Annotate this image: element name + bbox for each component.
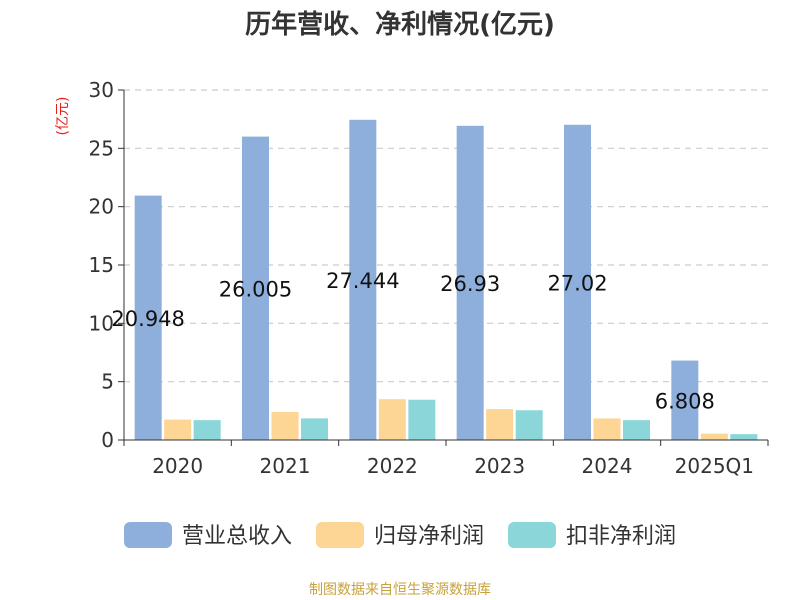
grid — [124, 89, 768, 383]
bar — [564, 124, 591, 441]
y-tick-label: 5 — [101, 370, 114, 394]
source-note: 制图数据来自恒生聚源数据库 — [309, 582, 491, 598]
data-label: 6.808 — [655, 389, 715, 413]
y-tick-label: 0 — [101, 428, 114, 452]
y-tick-label: 10 — [89, 311, 114, 335]
data-label: 20.948 — [111, 307, 184, 331]
axes: 0 5 10 15 20 25 30 2020 2021 2022 2023 2024 2025Q1 — [89, 78, 769, 478]
data-label: 27.444 — [326, 269, 399, 293]
legend: 营业总收入 归母净利润 扣非净利润 — [124, 522, 676, 549]
bar — [271, 412, 299, 440]
bar — [593, 418, 621, 440]
bar — [349, 119, 377, 440]
bar — [486, 409, 514, 440]
x-tick-label: 2020 — [152, 454, 203, 478]
legend-label: 营业总收入 — [182, 524, 292, 549]
bar — [730, 434, 758, 440]
y-tick-label: 30 — [89, 78, 114, 102]
legend-swatch — [508, 522, 556, 548]
legend-swatch — [124, 522, 172, 548]
y-axis-unit: (亿元) — [55, 97, 71, 136]
bar — [378, 399, 406, 440]
y-tick-label: 15 — [89, 253, 114, 277]
bar — [515, 410, 543, 440]
bar — [623, 420, 650, 440]
chart-title: 历年营收、净利情况(亿元) — [245, 9, 555, 40]
legend-label: 扣非净利润 — [566, 524, 676, 549]
bars — [134, 119, 758, 441]
x-tick-label: 2021 — [260, 454, 311, 478]
y-tick-label: 20 — [89, 195, 114, 219]
y-tick-label: 25 — [89, 136, 114, 160]
data-label: 26.005 — [219, 277, 292, 301]
bar — [301, 418, 328, 440]
bar — [134, 195, 162, 440]
x-tick-label: 2023 — [474, 454, 525, 478]
x-tick-label: 2025Q1 — [675, 454, 754, 478]
bar — [193, 420, 221, 440]
bar — [700, 433, 728, 440]
bar — [456, 125, 484, 441]
x-tick-label: 2022 — [367, 454, 418, 478]
legend-label: 归母净利润 — [374, 524, 484, 549]
bar — [164, 419, 192, 440]
x-tick-label: 2024 — [582, 454, 633, 478]
legend-swatch — [316, 522, 364, 548]
data-labels: 20.948 26.005 27.444 26.93 27.02 6.808 — [111, 269, 714, 413]
bar — [242, 136, 269, 440]
data-label: 27.02 — [547, 271, 607, 295]
bar — [408, 399, 436, 440]
bar — [671, 360, 699, 440]
data-label: 26.93 — [440, 272, 500, 296]
